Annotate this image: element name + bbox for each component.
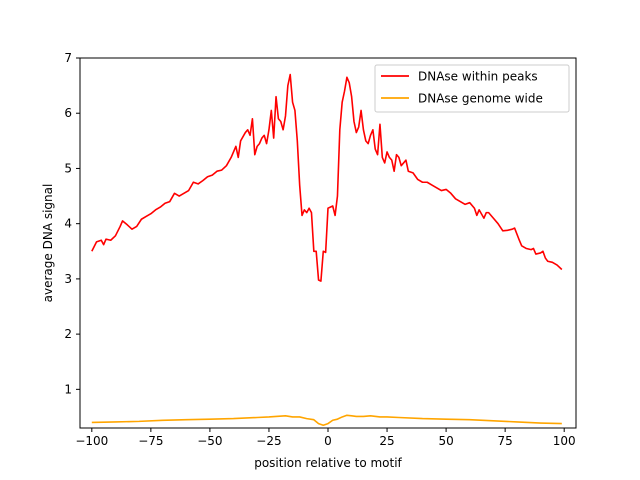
y-axis-ticks: 1 2 3 4 5 6 7: [64, 51, 80, 396]
series-layer: [91, 73, 563, 427]
y-tick-label: 1: [64, 382, 72, 396]
plot-frame: [79, 57, 577, 429]
legend-box: [374, 64, 570, 113]
series-line-dnase-genome-wide: [91, 414, 562, 427]
y-tick-label: 5: [64, 161, 72, 175]
x-tick-label: 75: [498, 434, 513, 448]
y-tick-label: 6: [64, 106, 72, 120]
legend: DNAse within peaks DNAse genome wide: [374, 64, 570, 113]
x-tick-label: 50: [438, 434, 453, 448]
x-tick-label: −75: [138, 434, 163, 448]
x-tick-label: −100: [75, 434, 108, 448]
x-axis-ticks: −100 −75 −50 −25 0 25 50 75 100: [75, 428, 576, 448]
x-tick-label: 0: [324, 434, 332, 448]
legend-label-peaks: DNAse within peaks: [418, 70, 538, 84]
y-axis-label: average DNA signal: [41, 184, 55, 303]
x-axis-label: position relative to motif: [254, 456, 402, 470]
y-tick-label: 7: [64, 51, 72, 65]
x-tick-label: 25: [379, 434, 394, 448]
legend-label-genome: DNAse genome wide: [418, 92, 543, 106]
x-tick-label: 100: [553, 434, 576, 448]
x-tick-label: −25: [256, 434, 281, 448]
x-tick-label: −50: [197, 434, 222, 448]
series-line-dnase-within-peaks: [91, 73, 563, 282]
y-tick-label: 4: [64, 217, 72, 231]
y-tick-label: 2: [64, 327, 72, 341]
y-tick-label: 3: [64, 272, 72, 286]
